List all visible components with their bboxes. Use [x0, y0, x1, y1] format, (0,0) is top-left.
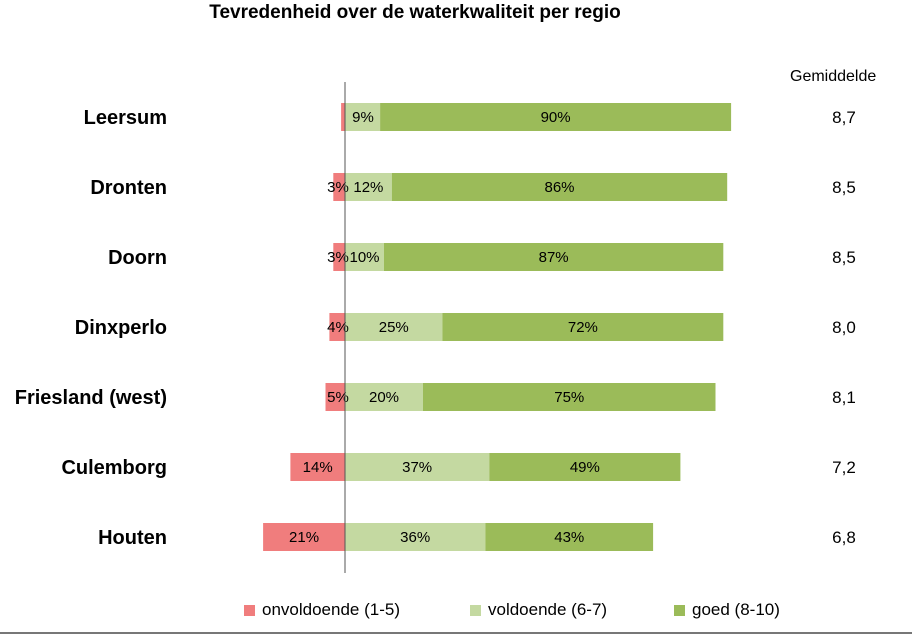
- bar-onvoldoende-leersum: [341, 103, 345, 131]
- legend-swatch-voldoende: [470, 604, 481, 616]
- category-label-friesland-west: Friesland (west): [15, 387, 167, 409]
- category-label-doorn: Doorn: [108, 247, 167, 269]
- data-label-goed-friesland-west: 75%: [554, 389, 584, 406]
- legend: onvoldoende (1-5) voldoende (6-7) goed (…: [0, 598, 912, 626]
- data-label-voldoende-dinxperlo: 25%: [379, 319, 409, 336]
- data-label-onvoldoende-dinxperlo: 4%: [327, 319, 349, 336]
- bar-voldoende-leersum: [345, 103, 381, 131]
- bar-onvoldoende-dronten: [333, 173, 345, 201]
- bar-voldoende-culemborg: [345, 453, 490, 481]
- data-label-voldoende-friesland-west: 20%: [369, 389, 399, 406]
- average-value-doorn: 8,5: [832, 248, 856, 267]
- legend-swatch-goed: [674, 604, 685, 616]
- category-label-dronten: Dronten: [90, 177, 167, 199]
- bar-goed-friesland-west: [423, 383, 716, 411]
- bar-onvoldoende-dinxperlo: [329, 313, 345, 341]
- data-label-goed-dronten: 86%: [544, 179, 574, 196]
- data-label-onvoldoende-friesland-west: 5%: [327, 389, 349, 406]
- average-column-header: Gemiddelde: [790, 68, 877, 85]
- average-value-dronten: 8,5: [832, 178, 856, 197]
- legend-item-onvoldoende: onvoldoende (1-5): [244, 600, 400, 620]
- legend-swatch-onvoldoende: [244, 604, 255, 616]
- data-label-onvoldoende-houten: 21%: [289, 529, 319, 546]
- data-label-onvoldoende-doorn: 3%: [327, 249, 349, 266]
- data-label-onvoldoende-dronten: 3%: [327, 179, 349, 196]
- bar-goed-dronten: [391, 173, 728, 201]
- chart-title: Tevredenheid over de waterkwaliteit per …: [209, 2, 621, 23]
- legend-item-voldoende: voldoende (6-7): [470, 600, 607, 620]
- legend-label-voldoende: voldoende (6-7): [488, 600, 608, 619]
- bar-goed-culemborg: [489, 453, 681, 481]
- data-label-voldoende-dronten: 12%: [353, 179, 383, 196]
- bar-goed-doorn: [384, 243, 724, 271]
- data-label-goed-dinxperlo: 72%: [568, 319, 598, 336]
- category-label-houten: Houten: [98, 527, 167, 549]
- bar-voldoende-dronten: [345, 173, 392, 201]
- category-label-dinxperlo: Dinxperlo: [75, 317, 167, 339]
- bar-onvoldoende-culemborg: [290, 453, 345, 481]
- category-label-culemborg: Culemborg: [61, 457, 167, 479]
- data-label-goed-doorn: 87%: [539, 249, 569, 266]
- legend-item-goed: goed (8-10): [674, 600, 780, 620]
- legend-label-goed: goed (8-10): [692, 600, 780, 619]
- bar-onvoldoende-houten: [263, 523, 345, 551]
- data-label-goed-houten: 43%: [554, 529, 584, 546]
- data-label-goed-culemborg: 49%: [570, 459, 600, 476]
- category-label-leersum: Leersum: [84, 107, 167, 129]
- data-label-voldoende-houten: 36%: [400, 529, 430, 546]
- data-label-onvoldoende-culemborg: 14%: [303, 459, 333, 476]
- bar-voldoende-friesland-west: [345, 383, 423, 411]
- average-value-culemborg: 7,2: [832, 458, 856, 477]
- bottom-border: [0, 632, 912, 634]
- average-value-leersum: 8,7: [832, 108, 856, 127]
- data-label-goed-leersum: 90%: [541, 109, 571, 126]
- bar-onvoldoende-friesland-west: [325, 383, 345, 411]
- bar-goed-leersum: [380, 103, 732, 131]
- bar-goed-dinxperlo: [442, 313, 724, 341]
- legend-label-onvoldoende: onvoldoende (1-5): [262, 600, 400, 619]
- bar-voldoende-houten: [345, 523, 486, 551]
- average-value-dinxperlo: 8,0: [832, 318, 856, 337]
- bar-onvoldoende-doorn: [333, 243, 345, 271]
- data-label-voldoende-doorn: 10%: [349, 249, 379, 266]
- bar-voldoende-doorn: [345, 243, 384, 271]
- bar-goed-houten: [485, 523, 654, 551]
- average-value-houten: 6,8: [832, 528, 856, 547]
- data-label-voldoende-leersum: 9%: [352, 109, 374, 126]
- bar-voldoende-dinxperlo: [345, 313, 443, 341]
- data-label-voldoende-culemborg: 37%: [402, 459, 432, 476]
- average-value-friesland-west: 8,1: [832, 388, 856, 407]
